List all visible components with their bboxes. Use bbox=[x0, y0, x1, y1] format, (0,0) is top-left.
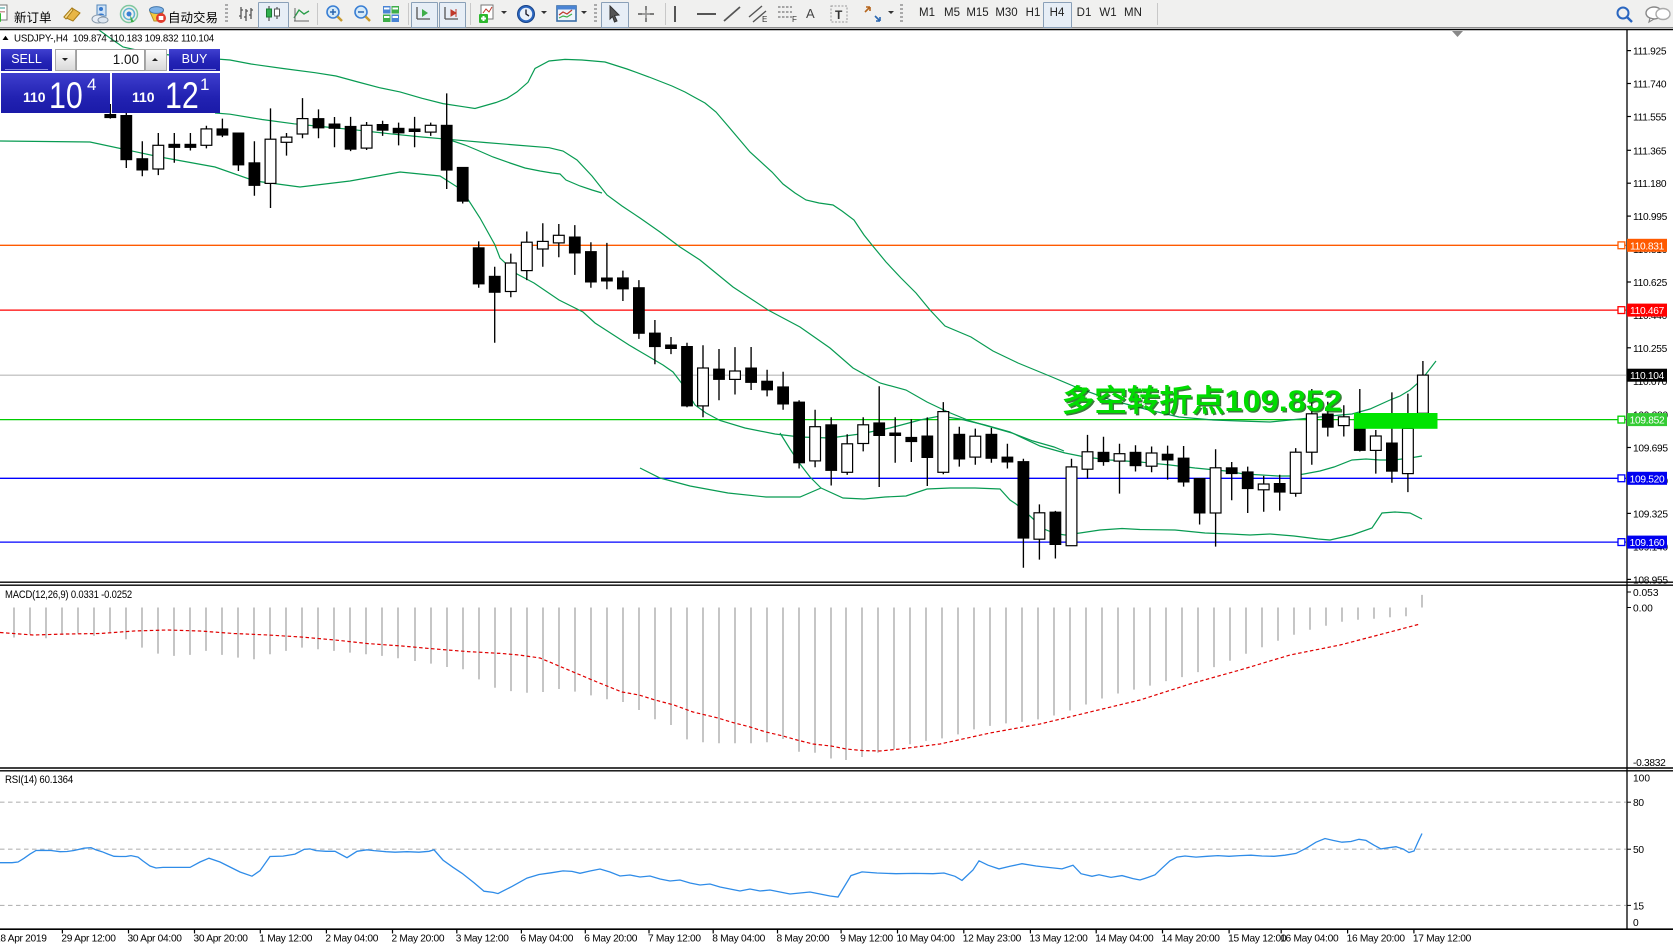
svg-text:80: 80 bbox=[1633, 798, 1644, 809]
svg-text:2 May 04:00: 2 May 04:00 bbox=[325, 934, 378, 945]
svg-text:2 May 20:00: 2 May 20:00 bbox=[392, 934, 445, 945]
svg-text:111.740: 111.740 bbox=[1633, 80, 1667, 91]
svg-text:29 Apr 12:00: 29 Apr 12:00 bbox=[61, 934, 116, 945]
svg-text:110.070: 110.070 bbox=[1633, 377, 1668, 388]
svg-text:0.053: 0.053 bbox=[1633, 588, 1659, 599]
svg-text:109.852: 109.852 bbox=[1630, 416, 1665, 427]
svg-text:110.467: 110.467 bbox=[1630, 306, 1665, 317]
svg-text:111.925: 111.925 bbox=[1633, 47, 1667, 58]
svg-text:6 May 20:00: 6 May 20:00 bbox=[584, 934, 637, 945]
svg-text:14 May 20:00: 14 May 20:00 bbox=[1162, 934, 1221, 945]
svg-text:30 Apr 20:00: 30 Apr 20:00 bbox=[194, 934, 249, 945]
svg-text:16 May 04:00: 16 May 04:00 bbox=[1280, 934, 1339, 945]
svg-text:12 May 23:00: 12 May 23:00 bbox=[963, 934, 1022, 945]
svg-text:多空转折点109.852: 多空转折点109.852 bbox=[1062, 385, 1342, 418]
svg-text:6 May 04:00: 6 May 04:00 bbox=[520, 934, 573, 945]
svg-text:14 May 04:00: 14 May 04:00 bbox=[1095, 934, 1154, 945]
svg-text:16 May 20:00: 16 May 20:00 bbox=[1347, 934, 1406, 945]
svg-text:109.160: 109.160 bbox=[1630, 538, 1665, 549]
svg-text:13 May 12:00: 13 May 12:00 bbox=[1029, 934, 1088, 945]
svg-text:0.00: 0.00 bbox=[1633, 604, 1653, 615]
svg-text:E: E bbox=[762, 15, 767, 24]
svg-text:28 Apr 2019: 28 Apr 2019 bbox=[0, 934, 47, 945]
svg-text:15: 15 bbox=[1633, 901, 1644, 912]
svg-text:109.325: 109.325 bbox=[1633, 509, 1668, 520]
svg-text:100: 100 bbox=[1633, 774, 1650, 785]
svg-text:111.555: 111.555 bbox=[1633, 113, 1667, 124]
svg-text:110.625: 110.625 bbox=[1633, 278, 1668, 289]
svg-text:110.104: 110.104 bbox=[1630, 371, 1665, 382]
svg-text:-0.3832: -0.3832 bbox=[1633, 758, 1666, 769]
svg-text:8 May 04:00: 8 May 04:00 bbox=[712, 934, 765, 945]
svg-text:8 May 20:00: 8 May 20:00 bbox=[777, 934, 830, 945]
svg-text:1 May 12:00: 1 May 12:00 bbox=[259, 934, 312, 945]
svg-text:109.520: 109.520 bbox=[1630, 474, 1665, 485]
svg-text:30 Apr 04:00: 30 Apr 04:00 bbox=[128, 934, 183, 945]
svg-text:0: 0 bbox=[1633, 918, 1639, 929]
svg-text:7 May 12:00: 7 May 12:00 bbox=[648, 934, 701, 945]
svg-text:108.955: 108.955 bbox=[1633, 575, 1668, 586]
svg-text:10 May 04:00: 10 May 04:00 bbox=[897, 934, 956, 945]
svg-text:MACD(12,26,9) 0.0331 -0.0252: MACD(12,26,9) 0.0331 -0.0252 bbox=[5, 589, 132, 601]
svg-text:110.831: 110.831 bbox=[1630, 241, 1665, 252]
svg-text:RSI(14) 60.1364: RSI(14) 60.1364 bbox=[5, 774, 73, 786]
svg-text:F: F bbox=[792, 15, 797, 24]
svg-text:109.695: 109.695 bbox=[1633, 444, 1668, 455]
svg-text:17 May 12:00: 17 May 12:00 bbox=[1413, 934, 1472, 945]
svg-text:15 May 12:00: 15 May 12:00 bbox=[1228, 934, 1287, 945]
svg-text:USDJPY-,H4 109.874 110.183 10: USDJPY-,H4 109.874 110.183 109.832 110.1… bbox=[14, 33, 214, 45]
svg-text:T: T bbox=[835, 8, 843, 22]
svg-text:多空转折点109.852: 多空转折点109.852 bbox=[1064, 387, 1344, 420]
svg-text:3 May 12:00: 3 May 12:00 bbox=[456, 934, 509, 945]
svg-text:111.180: 111.180 bbox=[1633, 179, 1667, 190]
svg-text:111.365: 111.365 bbox=[1633, 146, 1667, 157]
svg-text:50: 50 bbox=[1633, 845, 1644, 856]
svg-text:110.255: 110.255 bbox=[1633, 344, 1668, 355]
svg-text:110.995: 110.995 bbox=[1633, 212, 1668, 223]
svg-text:9 May 12:00: 9 May 12:00 bbox=[840, 934, 893, 945]
